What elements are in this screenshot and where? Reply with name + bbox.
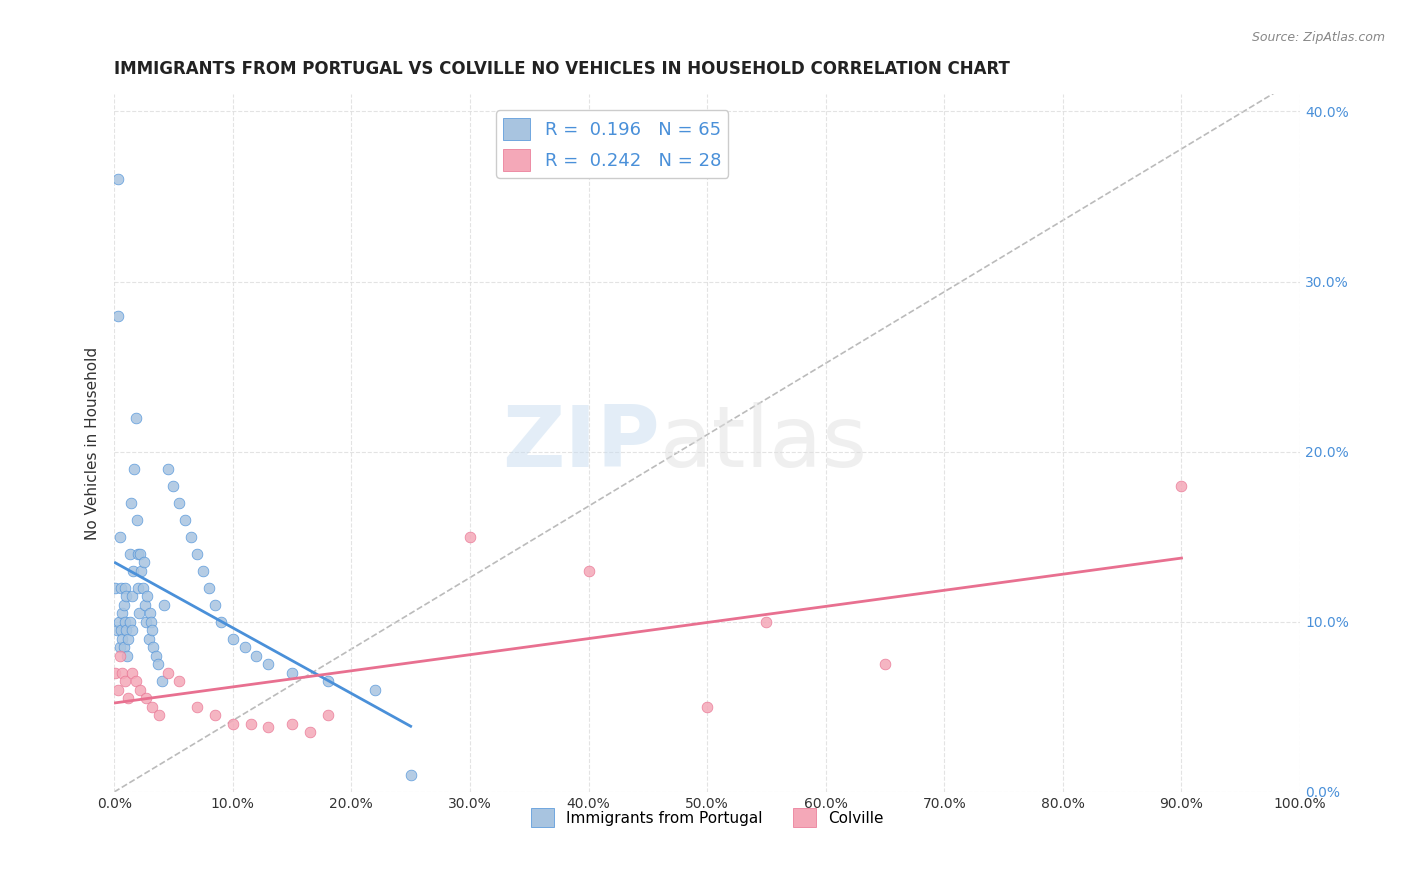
Point bbox=[104, 665, 127, 680]
Point bbox=[129, 547, 152, 561]
Point bbox=[180, 530, 202, 544]
Point bbox=[135, 691, 157, 706]
Point bbox=[107, 682, 129, 697]
Point bbox=[873, 657, 896, 672]
Point bbox=[150, 674, 173, 689]
Text: atlas: atlas bbox=[659, 401, 868, 484]
Point bbox=[134, 598, 156, 612]
Point bbox=[245, 648, 267, 663]
Point bbox=[153, 598, 176, 612]
Point bbox=[118, 547, 141, 561]
Point bbox=[141, 699, 163, 714]
Point bbox=[257, 657, 280, 672]
Point bbox=[257, 720, 280, 734]
Point bbox=[104, 581, 127, 595]
Point bbox=[115, 648, 138, 663]
Point bbox=[132, 555, 155, 569]
Point bbox=[111, 632, 134, 646]
Point bbox=[117, 691, 139, 706]
Point bbox=[107, 309, 129, 323]
Point bbox=[135, 615, 157, 629]
Text: Source: ZipAtlas.com: Source: ZipAtlas.com bbox=[1251, 31, 1385, 45]
Point bbox=[122, 564, 145, 578]
Point bbox=[316, 674, 339, 689]
Point bbox=[129, 682, 152, 697]
Point bbox=[1170, 479, 1192, 493]
Point bbox=[198, 581, 221, 595]
Point bbox=[124, 410, 146, 425]
Y-axis label: No Vehicles in Household: No Vehicles in Household bbox=[86, 347, 100, 540]
Point bbox=[110, 581, 132, 595]
Point bbox=[108, 640, 131, 655]
Point bbox=[298, 725, 321, 739]
Point bbox=[186, 547, 208, 561]
Point bbox=[136, 590, 159, 604]
Point bbox=[316, 708, 339, 723]
Point bbox=[107, 172, 129, 186]
Point bbox=[115, 624, 138, 638]
Point bbox=[131, 581, 153, 595]
Point bbox=[108, 615, 131, 629]
Point bbox=[139, 607, 162, 621]
Point bbox=[578, 564, 600, 578]
Point bbox=[148, 708, 170, 723]
Point bbox=[281, 665, 304, 680]
Point bbox=[156, 461, 179, 475]
Point bbox=[121, 590, 143, 604]
Point bbox=[364, 682, 387, 697]
Point bbox=[114, 615, 136, 629]
Point bbox=[399, 768, 422, 782]
Point bbox=[186, 699, 208, 714]
Point bbox=[281, 717, 304, 731]
Point bbox=[124, 674, 146, 689]
Text: IMMIGRANTS FROM PORTUGAL VS COLVILLE NO VEHICLES IN HOUSEHOLD CORRELATION CHART: IMMIGRANTS FROM PORTUGAL VS COLVILLE NO … bbox=[114, 60, 1010, 78]
Point bbox=[233, 640, 256, 655]
Point bbox=[222, 717, 245, 731]
Legend: Immigrants from Portugal, Colville: Immigrants from Portugal, Colville bbox=[524, 802, 890, 833]
Point bbox=[204, 598, 226, 612]
Text: ZIP: ZIP bbox=[502, 401, 659, 484]
Point bbox=[145, 648, 167, 663]
Point bbox=[142, 640, 165, 655]
Point bbox=[174, 513, 197, 527]
Point bbox=[120, 496, 142, 510]
Point bbox=[125, 513, 148, 527]
Point bbox=[105, 624, 128, 638]
Point bbox=[169, 674, 191, 689]
Point bbox=[114, 674, 136, 689]
Point bbox=[110, 624, 132, 638]
Point bbox=[121, 624, 143, 638]
Point bbox=[115, 590, 138, 604]
Point bbox=[127, 547, 149, 561]
Point bbox=[755, 615, 778, 629]
Point bbox=[108, 530, 131, 544]
Point bbox=[111, 665, 134, 680]
Point bbox=[114, 581, 136, 595]
Point bbox=[209, 615, 232, 629]
Point bbox=[239, 717, 262, 731]
Point bbox=[118, 615, 141, 629]
Point bbox=[141, 624, 163, 638]
Point bbox=[458, 530, 481, 544]
Point bbox=[108, 648, 131, 663]
Point bbox=[112, 640, 135, 655]
Point bbox=[131, 564, 153, 578]
Point bbox=[156, 665, 179, 680]
Point bbox=[121, 665, 143, 680]
Point bbox=[138, 632, 160, 646]
Point bbox=[112, 598, 135, 612]
Point bbox=[222, 632, 245, 646]
Point bbox=[191, 564, 214, 578]
Point bbox=[169, 496, 191, 510]
Point bbox=[128, 607, 150, 621]
Point bbox=[696, 699, 718, 714]
Point bbox=[117, 632, 139, 646]
Point bbox=[146, 657, 169, 672]
Point bbox=[111, 607, 134, 621]
Point bbox=[204, 708, 226, 723]
Point bbox=[124, 461, 146, 475]
Point bbox=[162, 479, 184, 493]
Point bbox=[127, 581, 149, 595]
Point bbox=[139, 615, 162, 629]
